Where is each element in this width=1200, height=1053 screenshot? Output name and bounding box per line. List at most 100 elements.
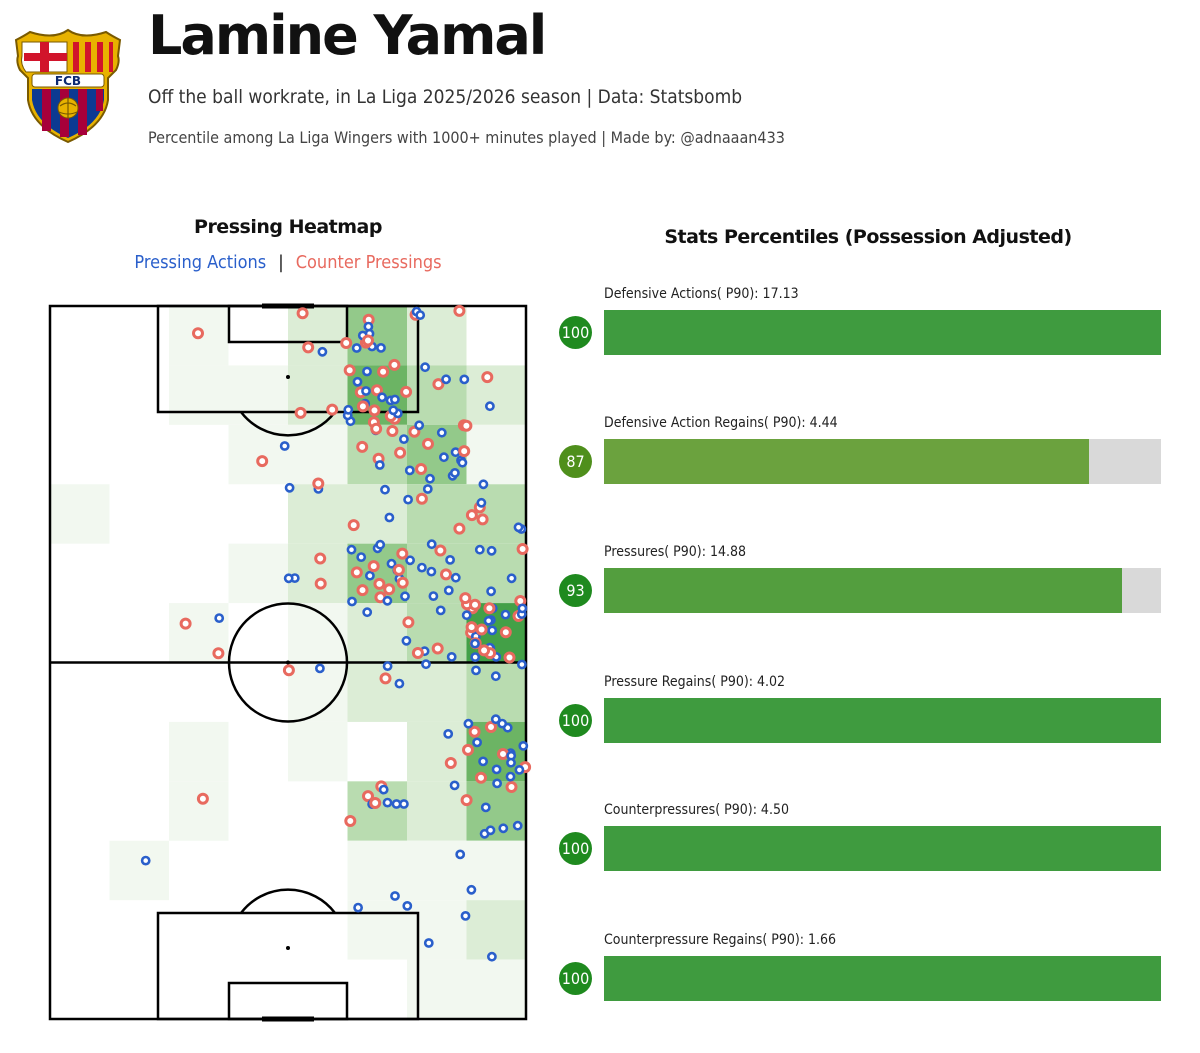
pressing-action-marker bbox=[486, 545, 497, 556]
pressing-action-marker bbox=[356, 552, 367, 562]
counter-pressing-marker bbox=[256, 455, 269, 468]
pressing-action-marker bbox=[362, 607, 373, 618]
heatmap-cell bbox=[407, 662, 467, 722]
pressing-action-marker bbox=[380, 484, 390, 495]
heatmap-cell bbox=[347, 306, 407, 366]
bottom-six-yard-box bbox=[227, 981, 349, 1021]
stat-bar-track bbox=[604, 439, 1161, 484]
pressing-action-marker bbox=[486, 951, 497, 962]
pressing-action-marker bbox=[497, 718, 508, 729]
stat-label: Pressure Regains( P90): 4.02 bbox=[604, 674, 786, 690]
pressing-action-marker bbox=[361, 386, 371, 396]
pressing-action-marker bbox=[398, 434, 409, 444]
counter-pressing-marker bbox=[314, 552, 327, 565]
stats-title: Stats Percentiles (Possession Adjusted) bbox=[664, 226, 1072, 248]
top-penalty-spot bbox=[286, 375, 290, 379]
heatmap-cell bbox=[466, 424, 526, 485]
pressing-action-marker bbox=[445, 554, 455, 565]
counter-pressing-marker bbox=[499, 626, 512, 639]
percentile-badge: 93 bbox=[559, 574, 592, 607]
pressing-action-marker bbox=[470, 638, 480, 649]
counter-pressing-marker bbox=[179, 617, 192, 630]
counter-pressing-marker bbox=[282, 664, 295, 677]
pressing-action-marker bbox=[438, 452, 449, 463]
pressing-action-marker bbox=[490, 671, 501, 682]
pressing-action-marker bbox=[415, 310, 426, 320]
counter-pressing-marker bbox=[314, 577, 327, 590]
counter-pressing-marker bbox=[460, 794, 473, 807]
counter-pressing-marker bbox=[212, 647, 225, 660]
pressing-action-marker bbox=[463, 718, 474, 729]
pressing-action-marker bbox=[455, 849, 466, 860]
pressing-action-marker bbox=[347, 596, 357, 607]
pressing-action-marker bbox=[436, 427, 447, 438]
pressing-action-marker bbox=[425, 473, 435, 484]
stat-bar-fill bbox=[604, 698, 1161, 743]
counter-pressing-marker bbox=[440, 568, 452, 581]
counter-pressing-marker bbox=[434, 544, 447, 557]
counter-pressing-marker bbox=[459, 592, 472, 605]
counter-pressing-marker bbox=[379, 672, 392, 685]
legend-counter-pressings: Counter Pressings bbox=[295, 252, 442, 273]
counter-pressing-marker bbox=[386, 425, 399, 437]
pressing-action-marker bbox=[390, 891, 400, 901]
bottom-penalty-spot bbox=[286, 946, 290, 950]
pressing-action-marker bbox=[422, 484, 433, 494]
counter-pressing-marker bbox=[465, 509, 478, 522]
pressing-action-marker bbox=[374, 460, 385, 470]
counter-pressing-marker bbox=[356, 440, 369, 453]
legend-pressing-actions: Pressing Actions bbox=[134, 252, 267, 273]
counter-pressing-marker bbox=[377, 365, 390, 378]
pressing-action-marker bbox=[449, 467, 460, 478]
pressing-action-marker bbox=[426, 539, 437, 550]
heatmap-cell bbox=[169, 365, 229, 425]
stat-bar-track bbox=[604, 826, 1161, 871]
pressing-action-marker bbox=[470, 652, 481, 662]
counter-pressing-marker bbox=[481, 371, 494, 384]
counter-pressing-marker bbox=[371, 384, 383, 397]
heatmap-cell bbox=[466, 543, 526, 604]
counter-pressing-marker bbox=[344, 815, 357, 827]
pressing-action-marker bbox=[506, 757, 516, 768]
pressing-action-marker bbox=[443, 585, 454, 596]
counter-pressing-marker bbox=[192, 327, 204, 340]
counter-pressing-marker bbox=[415, 492, 428, 505]
page-subtitle-secondary: Percentile among La Liga Wingers with 10… bbox=[148, 128, 785, 147]
pressing-action-marker bbox=[346, 544, 357, 555]
heatmap-cell bbox=[466, 959, 526, 1019]
counter-pressing-marker bbox=[465, 621, 478, 634]
pressing-action-marker bbox=[478, 479, 489, 490]
percentile-badge: 87 bbox=[559, 445, 592, 478]
pressing-action-marker bbox=[343, 404, 354, 415]
pressing-action-marker bbox=[420, 362, 430, 373]
pressing-action-marker bbox=[416, 562, 427, 573]
pressing-action-marker bbox=[498, 823, 509, 834]
stat-row: Defensive Action Regains( P90): 4.44 87 bbox=[556, 415, 1166, 505]
heatmap-cell bbox=[50, 484, 110, 544]
heatmap-cell bbox=[288, 603, 348, 663]
pressing-action-marker bbox=[484, 401, 495, 412]
pressing-action-marker bbox=[362, 366, 372, 377]
pressing-action-marker bbox=[474, 544, 485, 555]
heatmap-cell bbox=[288, 543, 348, 604]
heatmap-legend: Pressing Actions | Counter Pressings bbox=[50, 252, 526, 273]
pressing-action-marker bbox=[459, 374, 470, 385]
pressing-action-marker bbox=[505, 771, 516, 782]
pressing-action-marker bbox=[457, 457, 468, 468]
page-subtitle: Off the ball workrate, in La Liga 2025/2… bbox=[148, 86, 743, 108]
pressing-action-marker bbox=[400, 591, 410, 602]
pressing-action-marker bbox=[478, 756, 488, 767]
pressing-action-marker bbox=[426, 566, 437, 577]
pressing-action-marker bbox=[487, 625, 498, 636]
counter-pressing-marker bbox=[453, 304, 466, 317]
counter-pressing-marker bbox=[444, 757, 457, 769]
pressing-action-marker bbox=[140, 855, 151, 866]
stat-row: Counterpressures( P90): 4.50 100 bbox=[556, 802, 1166, 892]
counter-pressing-marker bbox=[392, 563, 405, 576]
pressing-action-marker bbox=[403, 494, 413, 505]
pressing-action-marker bbox=[421, 659, 431, 670]
pressing-action-marker bbox=[363, 321, 374, 332]
pressing-action-marker bbox=[471, 665, 481, 676]
pressing-action-marker bbox=[279, 441, 290, 451]
pressing-action-marker bbox=[284, 482, 295, 493]
